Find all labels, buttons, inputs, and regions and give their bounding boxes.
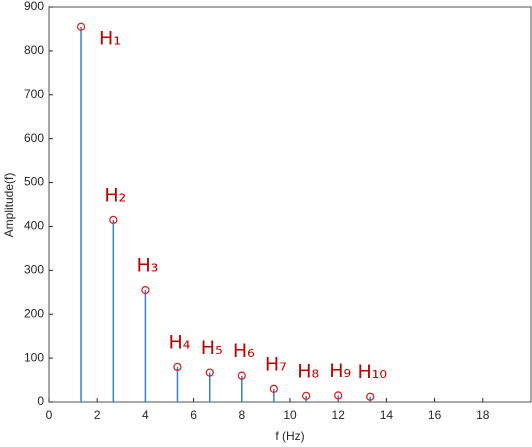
y-tick-label: 900 <box>24 0 44 13</box>
y-tick-label: 400 <box>24 219 44 233</box>
stem-marker <box>301 391 311 401</box>
x-tick-label: 6 <box>190 408 197 422</box>
harmonic-label: H₅ <box>201 337 223 359</box>
harmonic-label: H₇ <box>265 353 287 375</box>
harmonic-label: H₆ <box>233 340 255 362</box>
harmonic-label: H₉ <box>329 360 351 382</box>
stem-marker <box>334 391 343 400</box>
harmonic-label: H₈ <box>297 360 319 382</box>
y-tick-label: 200 <box>24 306 44 320</box>
stem-marker <box>76 22 86 31</box>
y-tick-label: 100 <box>24 350 44 364</box>
harmonic-label: H₄ <box>168 331 190 353</box>
x-tick-label: 10 <box>283 408 297 422</box>
stem-marker <box>366 392 375 401</box>
harmonic-label: H₂ <box>104 184 126 206</box>
y-axis-label: Amplitude(f) <box>2 173 16 238</box>
y-tick-label: 800 <box>24 43 44 57</box>
x-tick-label: 14 <box>380 408 394 422</box>
y-tick-label: 300 <box>24 263 44 277</box>
y-tick-label: 600 <box>24 131 44 145</box>
x-axis-label: f (Hz) <box>275 429 304 443</box>
harmonic-label: H₃ <box>136 255 158 277</box>
stem-marker <box>205 368 214 377</box>
stem-marker <box>237 371 246 380</box>
x-tick-label: 8 <box>238 408 245 422</box>
x-tick-label: 4 <box>142 408 149 422</box>
stem-marker <box>269 384 279 393</box>
x-tick-label: 2 <box>94 408 101 422</box>
x-tick-label: 0 <box>46 408 53 422</box>
x-tick-label: 12 <box>332 408 346 422</box>
harmonic-label: H₁₀ <box>357 361 387 383</box>
stem-marker <box>141 285 150 295</box>
x-tick-label: 16 <box>428 408 442 422</box>
x-tick-label: 18 <box>476 408 490 422</box>
harmonic-label: H₁ <box>99 27 121 49</box>
y-tick-label: 0 <box>37 394 44 408</box>
y-tick-label: 500 <box>24 175 44 189</box>
y-tick-label: 700 <box>24 87 44 101</box>
stem-marker <box>109 215 118 225</box>
stem-marker <box>173 362 182 372</box>
